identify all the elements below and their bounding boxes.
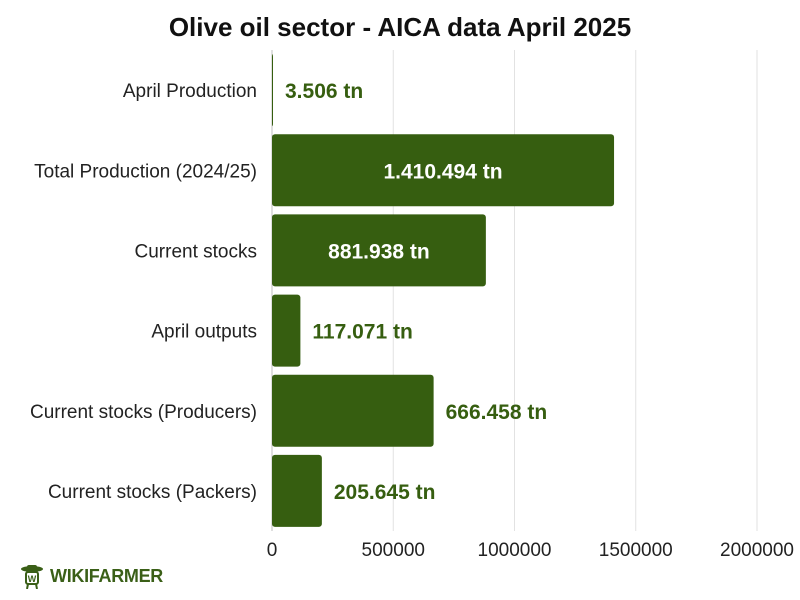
- svg-text:W: W: [28, 574, 37, 584]
- category-label: April outputs: [151, 322, 257, 343]
- bar: [272, 214, 486, 287]
- farmer-logo-icon: W: [21, 565, 43, 589]
- x-tick-label: 0: [267, 540, 278, 561]
- bar: [272, 294, 301, 367]
- gridlines: [271, 50, 758, 531]
- x-tick-label: 1500000: [599, 540, 673, 561]
- data-label: 666.458 tn: [446, 401, 548, 424]
- bar: [272, 134, 615, 207]
- data-label: 1.410.494 tn: [383, 160, 502, 183]
- data-label: 117.071 tn: [312, 321, 412, 344]
- bar: [272, 374, 434, 447]
- category-label: April Production: [123, 81, 257, 102]
- data-label: 881.938 tn: [328, 240, 430, 263]
- category-labels: April Production Total Production (2024/2…: [30, 81, 257, 503]
- data-label: 205.645 tn: [334, 481, 436, 504]
- bar: [272, 54, 273, 127]
- x-tick-label: 1000000: [478, 540, 552, 561]
- chart-title: Olive oil sector - AICA data April 2025: [168, 12, 632, 42]
- brand-logo: W WIKIFARMER: [20, 562, 163, 590]
- bar: [272, 454, 322, 527]
- category-label: Total Production (2024/25): [34, 161, 257, 182]
- brand-name: WIKIFARMER: [50, 565, 163, 586]
- category-label: Current stocks: [135, 241, 257, 262]
- category-label: Current stocks (Producers): [30, 402, 257, 423]
- data-labels: 3.506 tn 1.410.494 tn 881.938 tn 117.071 tn…: [285, 80, 547, 504]
- x-tick-label: 2000000: [720, 540, 794, 561]
- bars: [272, 54, 615, 527]
- x-tick-label: 500000: [362, 540, 425, 561]
- x-axis-ticks: 0 500000 1000000 1500000 2000000: [267, 540, 794, 561]
- category-label: Current stocks (Packers): [48, 482, 257, 503]
- data-label: 3.506 tn: [285, 80, 363, 103]
